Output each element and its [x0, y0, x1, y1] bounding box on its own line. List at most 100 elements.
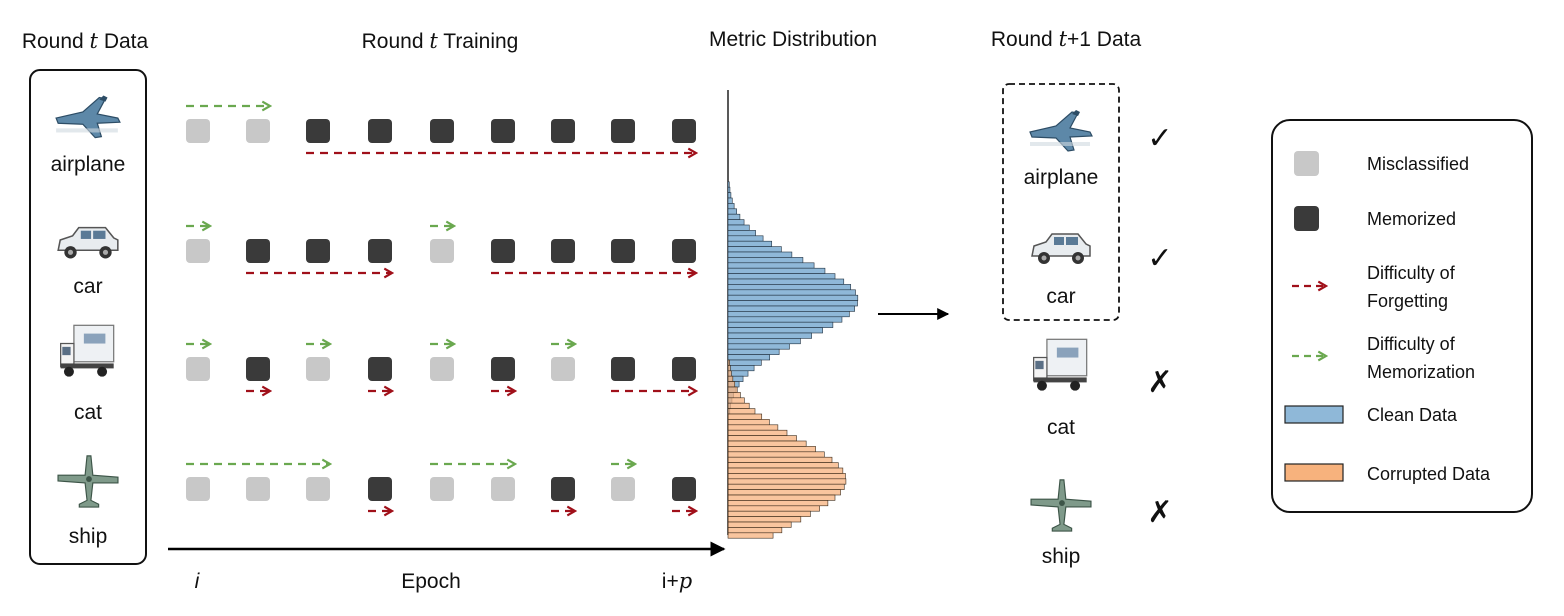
memorized-square	[611, 119, 635, 143]
plane-icon	[1030, 479, 1092, 532]
clean-bar	[727, 192, 732, 199]
training-grid	[186, 100, 699, 517]
memorized-square	[551, 119, 575, 143]
clean-bar	[727, 219, 745, 226]
kept-check-icon: ✓	[1147, 241, 1172, 276]
misclassified-square	[611, 477, 635, 501]
sample-label: cat	[74, 401, 102, 424]
memorized-square	[368, 477, 392, 501]
airplane-icon	[1029, 109, 1093, 152]
clean-bar	[727, 251, 793, 258]
memorized-square	[246, 357, 270, 381]
corrupted-bar	[727, 402, 750, 409]
legend-misclassified-swatch	[1294, 151, 1319, 176]
memorized-square	[368, 239, 392, 263]
legend-memorized-swatch	[1294, 206, 1319, 231]
plane-icon	[57, 455, 119, 508]
sample-label: airplane	[51, 153, 126, 176]
corrupted-bar	[727, 440, 807, 447]
legend-memorization-label-line1: Difficulty of	[1367, 334, 1456, 354]
misclassified-square	[186, 357, 210, 381]
clean-bar	[727, 332, 812, 339]
removed-cross-icon: ✗	[1147, 365, 1172, 400]
corrupted-bar	[727, 489, 841, 496]
corrupted-bar	[727, 478, 847, 485]
clean-bar	[727, 208, 737, 215]
clean-bar	[727, 224, 750, 231]
round-data-box	[29, 69, 147, 565]
corrupted-bar	[727, 516, 802, 523]
misclassified-square	[430, 239, 454, 263]
clean-bar	[727, 181, 730, 188]
next-sample-label: car	[1046, 285, 1075, 308]
memorized-square	[611, 357, 635, 381]
axis-end-label: i+p	[662, 569, 692, 593]
corrupted-bar	[727, 424, 779, 431]
misclassified-square	[306, 477, 330, 501]
truck-icon	[59, 324, 115, 378]
memorized-square	[491, 239, 515, 263]
clean-bar	[727, 359, 762, 366]
memorized-square	[491, 119, 515, 143]
kept-check-icon: ✓	[1147, 121, 1172, 156]
corrupted-bar	[727, 462, 839, 469]
sample-label: ship	[69, 525, 108, 548]
clean-bar	[727, 354, 771, 361]
memorized-square	[246, 239, 270, 263]
corrupted-bar	[727, 527, 783, 534]
corrupted-bar	[727, 397, 745, 404]
clean-bar	[727, 316, 843, 323]
legend-box	[1271, 119, 1533, 513]
legend-memorization-label-line2: Memorization	[1367, 362, 1475, 382]
corrupted-bar	[727, 494, 836, 501]
corrupted-bar	[727, 505, 820, 512]
legend-clean-swatch	[1284, 405, 1344, 424]
memorized-square	[672, 119, 696, 143]
clean-bar	[727, 213, 741, 220]
memorized-square	[368, 357, 392, 381]
memorized-square	[430, 119, 454, 143]
clean-bar	[727, 338, 801, 345]
corrupted-bar	[727, 435, 797, 442]
clean-bar	[727, 343, 790, 350]
corrupted-bar	[727, 467, 844, 474]
removed-cross-icon: ✗	[1147, 495, 1172, 530]
clean-bar	[727, 365, 755, 372]
next-sample-label: cat	[1047, 416, 1075, 439]
corrupted-bar	[727, 500, 829, 507]
airplane-icon	[55, 94, 121, 139]
corrupted-bar	[727, 408, 756, 415]
misclassified-square	[306, 357, 330, 381]
clean-bar	[727, 284, 852, 291]
legend-corrupted-swatch	[1284, 463, 1344, 482]
axis-label: Epoch	[401, 570, 461, 593]
clean-bar	[727, 305, 855, 312]
car-icon	[57, 226, 119, 260]
header-round-data: Round t Data	[22, 29, 149, 53]
clean-bar	[727, 273, 836, 280]
clean-bar	[727, 197, 733, 204]
sample-label: car	[73, 275, 102, 298]
corrupted-bar	[727, 451, 825, 458]
corrupted-bar	[727, 483, 845, 490]
misclassified-square	[186, 477, 210, 501]
clean-bar	[727, 235, 764, 242]
clean-bar	[727, 311, 850, 318]
legend-corrupted-label: Corrupted Data	[1367, 464, 1491, 484]
corrupted-bar	[727, 381, 736, 388]
clean-bar	[727, 321, 834, 328]
memorized-square	[672, 357, 696, 381]
next-round-samples: airplane ✓ car ✓ cat ✗ ship ✗	[1024, 109, 1173, 568]
legend-misclassified-label: Misclassified	[1367, 154, 1469, 174]
memorized-square	[672, 477, 696, 501]
clean-bar	[727, 240, 773, 247]
corrupted-bar	[727, 521, 792, 528]
legend-clean-label: Clean Data	[1367, 405, 1458, 425]
misclassified-square	[246, 119, 270, 143]
corrupted-bar	[727, 370, 732, 377]
clean-bar	[727, 262, 815, 269]
memorized-square	[306, 239, 330, 263]
corrupted-bar	[727, 473, 846, 480]
memorized-square	[491, 357, 515, 381]
